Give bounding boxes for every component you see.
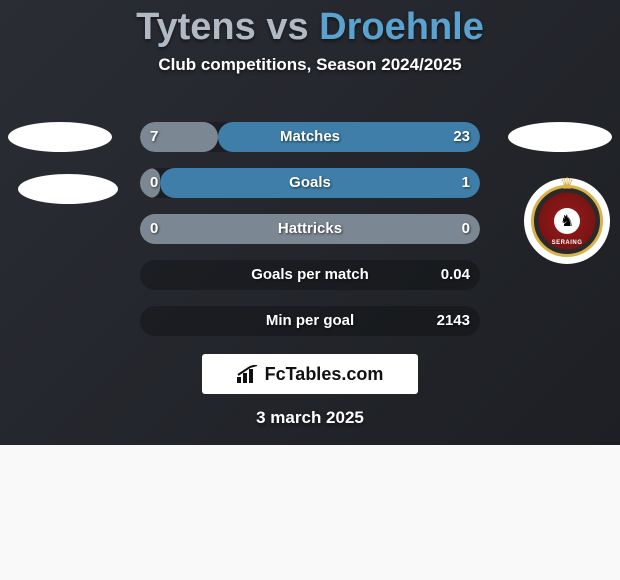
- stat-row: 7Matches23: [140, 122, 480, 152]
- stat-row: 0Hattricks0: [140, 214, 480, 244]
- crown-icon: ♛: [560, 174, 574, 194]
- lion-icon: ♞: [554, 208, 580, 234]
- player-left-placeholder-1: [8, 122, 112, 152]
- stat-value-right: 0.04: [441, 260, 470, 290]
- stat-value-right: 1: [462, 168, 470, 198]
- stat-rows: 7Matches230Goals10Hattricks0Goals per ma…: [140, 122, 480, 352]
- footer-brand-text: FcTables.com: [265, 364, 384, 385]
- stat-row: Goals per match0.04: [140, 260, 480, 290]
- stat-row: 0Goals1: [140, 168, 480, 198]
- player-right-placeholder: [508, 122, 612, 152]
- player-left-name: Tytens: [136, 6, 256, 48]
- stat-label: Goals per match: [140, 260, 480, 290]
- footer-brand[interactable]: FcTables.com: [202, 354, 418, 394]
- title: Tytens vs Droehnle: [0, 0, 620, 49]
- stat-value-right: 23: [453, 122, 470, 152]
- stat-value-right: 0: [462, 214, 470, 244]
- club-badge-text: SERAING: [534, 240, 600, 246]
- comparison-card: Tytens vs Droehnle Club competitions, Se…: [0, 0, 620, 445]
- club-badge-inner: ♛ ♞ SERAING: [531, 185, 603, 257]
- stat-label: Matches: [140, 122, 480, 152]
- player-left-placeholder-2: [18, 174, 118, 204]
- stat-label: Goals: [140, 168, 480, 198]
- club-badge: ♛ ♞ SERAING: [524, 178, 610, 264]
- player-right-name: Droehnle: [319, 6, 484, 48]
- stat-row: Min per goal2143: [140, 306, 480, 336]
- date-text: 3 march 2025: [0, 408, 620, 428]
- subtitle: Club competitions, Season 2024/2025: [0, 55, 620, 75]
- chart-icon: [237, 365, 259, 383]
- stat-value-right: 2143: [437, 306, 470, 336]
- stat-label: Hattricks: [140, 214, 480, 244]
- vs-text: vs: [256, 6, 319, 48]
- stat-label: Min per goal: [140, 306, 480, 336]
